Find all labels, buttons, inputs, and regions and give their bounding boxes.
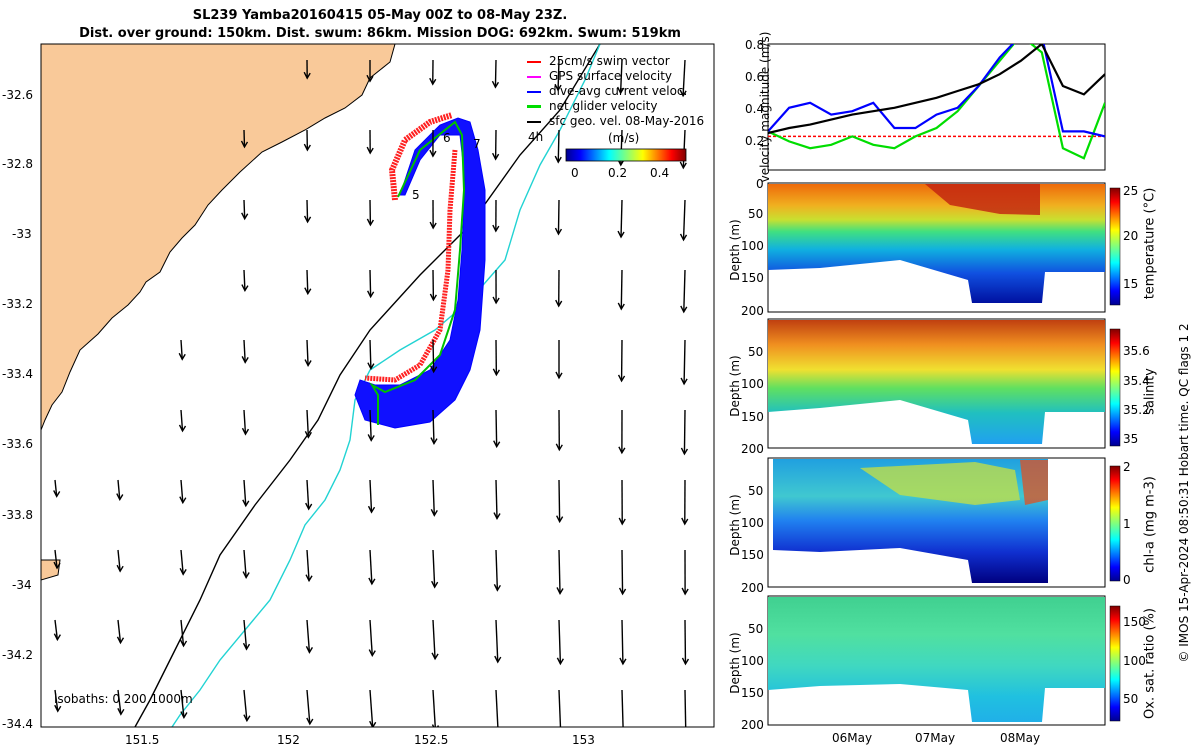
cbar-tick: 25 xyxy=(1123,184,1138,198)
cbar-label-oxygen: Ox. sat. ratio (%) xyxy=(1143,594,1158,734)
cbar-tick: 15 xyxy=(1123,277,1138,291)
cbar-tick: 20 xyxy=(1123,229,1138,243)
depth-tick: 100 xyxy=(741,239,764,253)
section-ylabel: Depth (m) xyxy=(728,215,742,285)
section-ylabel: Depth (m) xyxy=(728,628,742,698)
cbar-tick: 0 xyxy=(1123,573,1131,587)
depth-tick: 50 xyxy=(748,622,763,636)
salinity-colorbar xyxy=(1110,329,1120,446)
cbar-label-temperature: temperature (°C) xyxy=(1143,174,1158,314)
velocity-ylabel: velocity magnitude (m/s) xyxy=(758,22,772,192)
cbar-tick: 2 xyxy=(1123,460,1131,474)
time-tick: 06May xyxy=(832,731,872,745)
depth-tick: 200 xyxy=(741,442,764,456)
depth-tick: 50 xyxy=(748,484,763,498)
section-ylabel: Depth (m) xyxy=(728,490,742,560)
cbar-tick: 50 xyxy=(1123,692,1138,706)
time-tick: 07May xyxy=(915,731,955,745)
depth-tick: 150 xyxy=(741,686,764,700)
temperature-colorbar xyxy=(1110,188,1120,305)
copyright-note: © IMOS 15-Apr-2024 08:50:31 Hobart time.… xyxy=(1177,313,1191,673)
depth-tick: 200 xyxy=(741,304,764,318)
depth-tick: 100 xyxy=(741,516,764,530)
depth-tick: 150 xyxy=(741,548,764,562)
depth-tick: 100 xyxy=(741,377,764,391)
depth-tick: 0 xyxy=(756,177,764,191)
time-tick: 08May xyxy=(1000,731,1040,745)
cbar-label-chla: chl-a (mg m-3) xyxy=(1143,460,1158,590)
cbar-tick: 1 xyxy=(1123,517,1131,531)
cbar-tick: 35 xyxy=(1123,432,1138,446)
depth-tick: 200 xyxy=(741,581,764,595)
depth-tick: 200 xyxy=(741,718,764,732)
chla-colorbar xyxy=(1110,466,1120,581)
cbar-label-salinity: salinity xyxy=(1143,347,1158,437)
oxygen-colorbar xyxy=(1110,606,1120,721)
depth-tick: 150 xyxy=(741,410,764,424)
depth-tick: 150 xyxy=(741,271,764,285)
section-ylabel: Depth (m) xyxy=(728,351,742,421)
depth-tick: 50 xyxy=(748,345,763,359)
depth-tick: 50 xyxy=(748,207,763,221)
depth-tick: 100 xyxy=(741,654,764,668)
